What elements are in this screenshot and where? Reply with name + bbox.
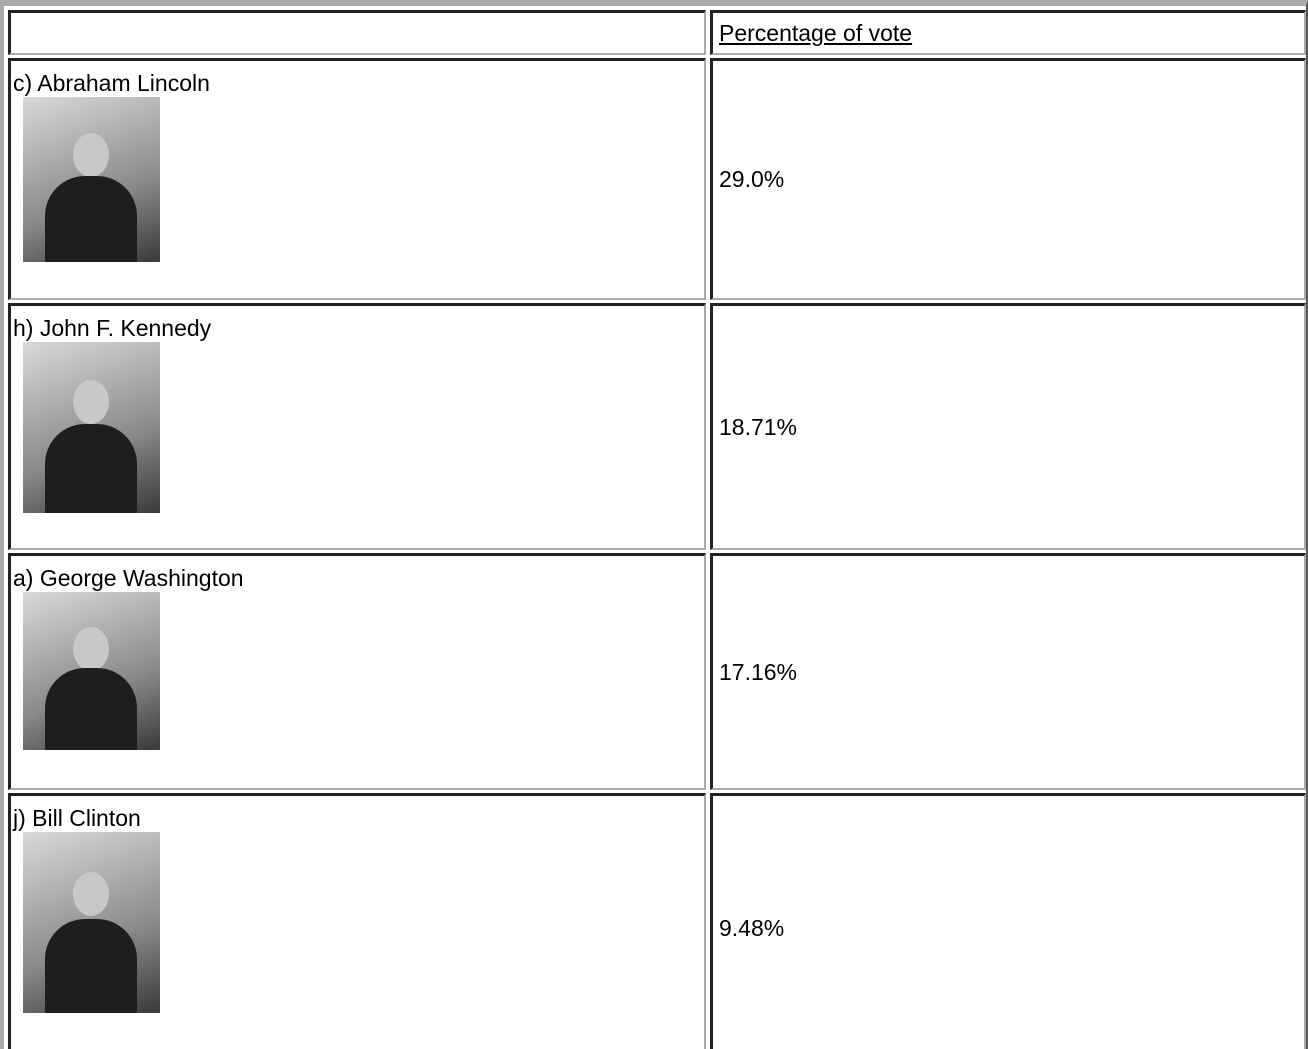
- portrait-body: [45, 176, 137, 262]
- portrait-body: [45, 918, 137, 1013]
- president-name: c) Abraham Lincoln: [13, 70, 210, 96]
- name-cell: j) Bill Clinton: [8, 793, 706, 1049]
- percent-cell: 18.71%: [710, 303, 1306, 550]
- portrait-head: [73, 379, 109, 424]
- name-cell: h) John F. Kennedy: [8, 303, 706, 550]
- percent-cell: 29.0%: [710, 58, 1306, 300]
- portrait: [23, 592, 160, 750]
- vote-percentage: 17.16%: [719, 658, 798, 685]
- vote-percentage: 9.48%: [719, 915, 785, 941]
- portrait-head: [73, 626, 109, 671]
- portrait: [23, 832, 160, 1013]
- president-name: j) Bill Clinton: [13, 805, 141, 831]
- name-cell: a) George Washington: [8, 553, 706, 790]
- portrait-body: [45, 424, 137, 513]
- president-name: a) George Washington: [13, 565, 244, 591]
- header-cell: Percentage of vote: [710, 10, 1306, 55]
- percent-cell: 17.16%: [710, 553, 1306, 790]
- portrait-body: [45, 667, 137, 750]
- name-cell: c) Abraham Lincoln: [8, 58, 706, 300]
- header-cell: [8, 10, 706, 55]
- portrait: [23, 97, 160, 262]
- portrait: [23, 342, 160, 513]
- portrait-head: [73, 871, 109, 916]
- vote-percentage: 29.0%: [719, 166, 785, 192]
- president-name: h) John F. Kennedy: [13, 315, 212, 341]
- percent-cell: 9.48%: [710, 793, 1306, 1049]
- portrait-head: [73, 133, 109, 178]
- vote-percentage: 18.71%: [719, 413, 798, 440]
- header-label[interactable]: Percentage of vote: [719, 20, 913, 46]
